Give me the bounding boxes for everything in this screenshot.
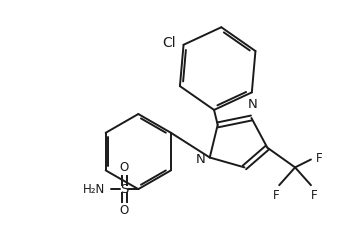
Text: F: F xyxy=(316,152,323,165)
Text: O: O xyxy=(120,204,129,217)
Text: N: N xyxy=(196,153,206,166)
Text: Cl: Cl xyxy=(162,36,176,50)
Text: H₂N: H₂N xyxy=(83,183,106,196)
Text: O: O xyxy=(120,161,129,174)
Text: S: S xyxy=(120,183,129,196)
Text: F: F xyxy=(311,189,317,202)
Text: N: N xyxy=(247,98,257,111)
Text: F: F xyxy=(273,189,279,202)
